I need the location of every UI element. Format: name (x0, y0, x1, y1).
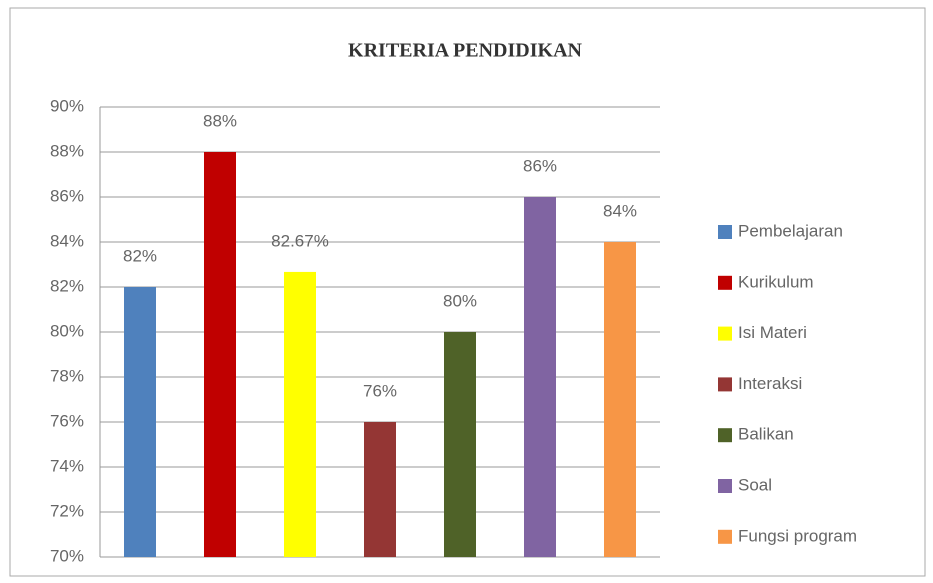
y-tick-label: 86% (50, 186, 84, 205)
legend-swatch (718, 428, 732, 443)
y-tick-label: 70% (50, 546, 84, 565)
y-tick-label: 88% (50, 141, 84, 160)
y-tick-label: 84% (50, 231, 84, 250)
bar (284, 271, 316, 557)
y-tick-label: 72% (50, 501, 84, 520)
y-tick-label: 90% (50, 96, 84, 115)
y-tick-label: 78% (50, 366, 84, 385)
legend-label: Pembelajaran (738, 221, 843, 240)
bar (124, 287, 156, 557)
legend-label: Soal (738, 475, 772, 494)
y-tick-label: 74% (50, 456, 84, 475)
legend-swatch (718, 377, 732, 392)
legend-label: Interaksi (738, 374, 802, 393)
data-label: 76% (363, 381, 397, 400)
data-label: 84% (603, 201, 637, 220)
legend-label: Balikan (738, 425, 794, 444)
bar (364, 422, 396, 557)
legend-label: Kurikulum (738, 272, 814, 291)
bar (444, 332, 476, 557)
data-label: 86% (523, 156, 557, 175)
legend-label: Fungsi program (738, 526, 857, 545)
bar (524, 197, 556, 557)
data-label: 80% (443, 291, 477, 310)
legend-swatch (718, 275, 732, 290)
legend-swatch (718, 326, 732, 341)
legend-label: Isi Materi (738, 323, 807, 342)
y-tick-label: 80% (50, 321, 84, 340)
legend-swatch (718, 225, 732, 239)
legend-swatch (718, 479, 732, 493)
legend-swatch (718, 529, 732, 544)
bar (604, 242, 636, 557)
data-label: 82% (123, 246, 157, 265)
chart-title: KRITERIA PENDIDIKAN (348, 40, 582, 62)
bar (204, 152, 236, 557)
y-tick-label: 76% (50, 411, 84, 430)
data-label: 82.67% (271, 231, 329, 250)
y-tick-label: 82% (50, 276, 84, 295)
data-label: 88% (203, 111, 237, 130)
